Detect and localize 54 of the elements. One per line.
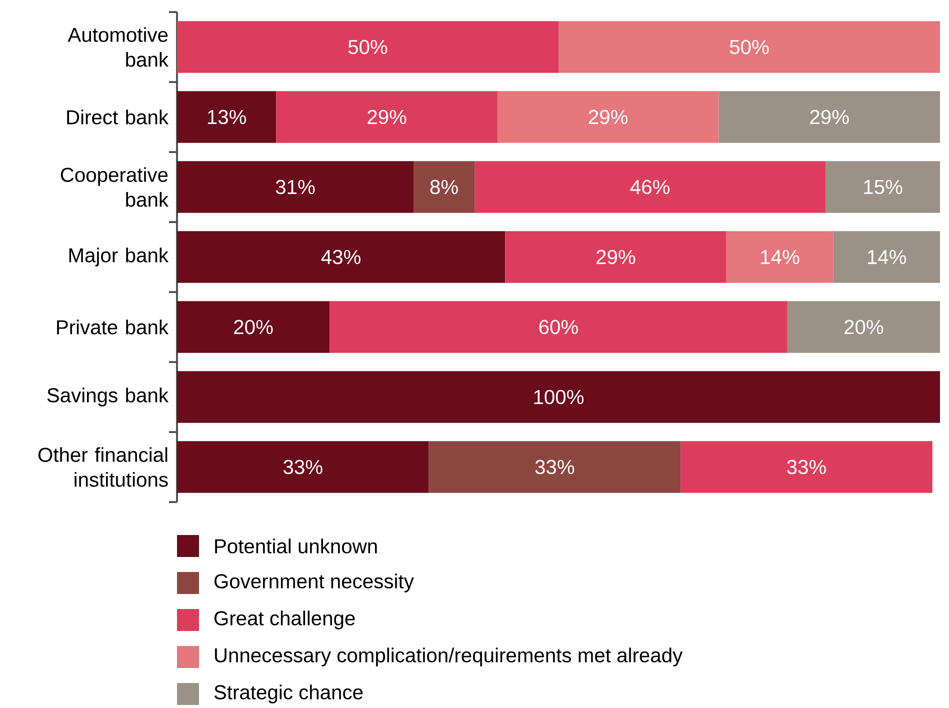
data-label: 14% <box>868 250 906 264</box>
data-label: 33% <box>787 460 826 474</box>
bar <box>826 161 940 213</box>
data-label: 43% <box>321 250 360 264</box>
bar <box>428 441 681 493</box>
bar <box>718 91 940 143</box>
data-label: 60% <box>539 320 578 334</box>
legend-label: Unnecessary complication/requirements met already <box>215 648 683 666</box>
data-label: 100% <box>534 390 584 404</box>
bar <box>177 21 558 73</box>
bar <box>833 231 940 283</box>
bar <box>414 161 475 213</box>
y-tick-label: Major bank <box>69 248 169 266</box>
bar <box>276 91 498 143</box>
legend-label: Strategic chance <box>214 684 363 704</box>
data-label: 46% <box>630 180 670 194</box>
bar <box>726 231 834 283</box>
data-label: 33% <box>284 460 322 474</box>
y-tick-label: Other financial institutions <box>38 447 168 487</box>
data-label: 13% <box>208 110 246 124</box>
data-label: 50% <box>348 40 388 54</box>
data-label: 29% <box>596 250 636 264</box>
legend-label: Great challenge <box>214 610 355 630</box>
bar <box>177 91 276 143</box>
data-label: 8% <box>430 180 458 194</box>
bar <box>177 371 940 423</box>
y-tick-label: Cooperative bank <box>60 167 169 207</box>
data-label: 29% <box>588 110 628 124</box>
bar <box>177 231 506 283</box>
data-label: 14% <box>761 250 800 264</box>
data-label: 29% <box>810 110 849 124</box>
y-tick-label: Private bank <box>57 320 169 334</box>
bar <box>680 441 932 493</box>
data-label: 50% <box>730 40 769 54</box>
bar <box>474 161 826 213</box>
legend-label: Potential unknown <box>215 538 377 554</box>
data-label: 20% <box>234 320 273 334</box>
bar <box>177 301 330 353</box>
data-label: 15% <box>864 180 902 194</box>
bar <box>330 301 788 353</box>
bar <box>177 161 414 213</box>
bar <box>177 441 429 493</box>
y-tick-label: Direct bank <box>67 110 169 124</box>
data-label: 20% <box>844 320 884 334</box>
legend-label: Government necessity <box>214 574 414 592</box>
y-tick-label: Automotive bank <box>68 27 169 67</box>
bar <box>497 91 719 143</box>
data-label: 33% <box>535 460 574 474</box>
y-tick-label: Savings bank <box>47 388 169 406</box>
bar <box>558 21 940 73</box>
bar <box>787 301 940 353</box>
data-label: 29% <box>368 110 406 124</box>
data-label: 31% <box>276 180 315 194</box>
bar <box>505 231 726 283</box>
